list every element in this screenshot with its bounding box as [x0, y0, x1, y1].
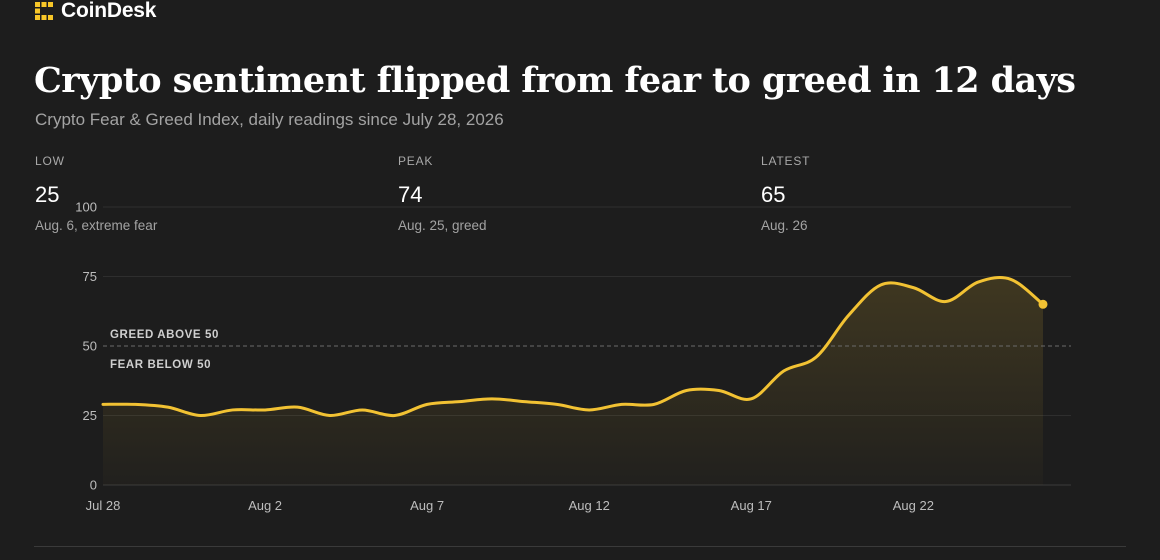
- stat-low-label: LOW: [35, 154, 65, 168]
- x-tick-label: Jul 28: [86, 498, 121, 513]
- x-tick-label: Aug 7: [410, 498, 444, 513]
- stat-latest-value: 65: [761, 182, 786, 207]
- x-tick-label: Aug 17: [731, 498, 772, 513]
- stat-peak-note: Aug. 25, greed: [398, 218, 487, 233]
- stat-low: LOW 25 Aug. 6, extreme fear: [35, 152, 157, 233]
- latest-point-marker: [1038, 299, 1048, 309]
- chart-subtitle: Crypto Fear & Greed Index, daily reading…: [35, 110, 504, 129]
- y-tick-label: 0: [90, 478, 97, 493]
- stat-low-note: Aug. 6, extreme fear: [35, 218, 158, 233]
- brand-logo[interactable]: CoinDesk: [33, 0, 156, 22]
- stat-peak: PEAK 74 Aug. 25, greed: [398, 152, 487, 233]
- stat-latest-note: Aug. 26: [761, 218, 808, 233]
- x-tick-label: Aug 12: [569, 498, 610, 513]
- y-tick-label: 50: [83, 339, 97, 354]
- y-axis: 0 25 50 75 100: [75, 200, 97, 493]
- coindesk-logo-icon: [35, 2, 53, 20]
- chart-title: Crypto sentiment flipped from fear to gr…: [34, 60, 1076, 101]
- x-tick-label: Aug 2: [248, 498, 282, 513]
- x-axis: Jul 28 Aug 2 Aug 7 Aug 12 Aug 17 Aug 22: [86, 498, 934, 513]
- x-tick-label: Aug 22: [893, 498, 934, 513]
- series-line: [101, 276, 1045, 418]
- y-tick-label: 75: [83, 269, 97, 284]
- y-tick-label: 100: [75, 200, 97, 215]
- footer-divider: [34, 546, 1126, 547]
- stat-latest-label: LATEST: [761, 154, 811, 168]
- brand-name: CoinDesk: [61, 0, 157, 22]
- stat-low-value: 25: [35, 182, 60, 207]
- fear-threshold-label: FEAR BELOW 50: [110, 359, 211, 371]
- y-tick-label: 25: [83, 408, 97, 423]
- stat-peak-label: PEAK: [398, 154, 434, 168]
- stat-peak-value: 74: [398, 182, 423, 207]
- stat-latest: LATEST 65 Aug. 26: [761, 152, 810, 233]
- series-area: [103, 277, 1043, 485]
- greed-threshold-label: GREED ABOVE 50: [110, 329, 219, 341]
